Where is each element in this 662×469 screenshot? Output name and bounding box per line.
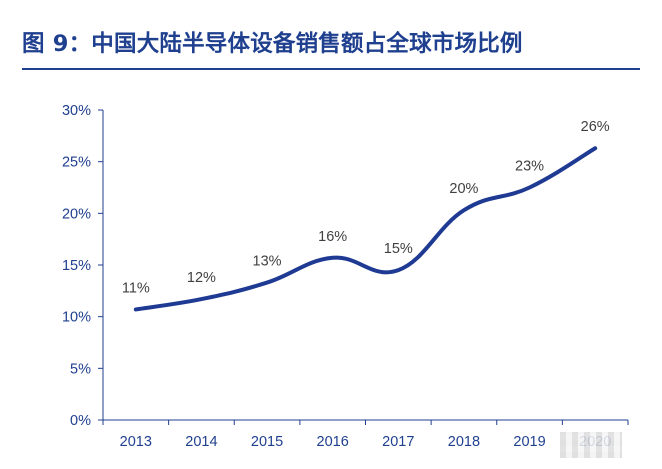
x-tick-label: 2014 bbox=[185, 434, 217, 450]
x-tick-label: 2013 bbox=[120, 434, 152, 450]
y-axis-labels: 0% 5% 10% 15% 20% 25% 30% bbox=[62, 103, 91, 429]
x-tick-label: 2018 bbox=[448, 434, 480, 450]
data-label: 15% bbox=[384, 241, 413, 257]
title-underline bbox=[22, 68, 640, 70]
x-tick-label: 2015 bbox=[251, 434, 283, 450]
watermark-blur bbox=[560, 432, 622, 458]
x-tick-label: 2019 bbox=[513, 434, 545, 450]
y-tick-label: 30% bbox=[62, 103, 91, 119]
x-axis-labels: 20132014201520162017201820192020 bbox=[120, 434, 612, 450]
y-tick-label: 10% bbox=[62, 310, 91, 326]
y-tick-label: 25% bbox=[62, 155, 91, 171]
y-tick-label: 20% bbox=[62, 206, 91, 222]
y-tick-label: 5% bbox=[70, 361, 91, 377]
data-label: 13% bbox=[253, 254, 282, 270]
data-label: 20% bbox=[449, 181, 478, 197]
data-label: 16% bbox=[318, 229, 347, 245]
y-tick-label: 15% bbox=[62, 258, 91, 274]
data-labels: 11% 12% 13% 16% 15% 20% 23% 26% bbox=[122, 119, 610, 296]
series-line bbox=[133, 146, 598, 312]
x-tick-label: 2017 bbox=[382, 434, 414, 450]
data-label: 26% bbox=[581, 119, 610, 135]
x-tick-label: 2016 bbox=[317, 434, 349, 450]
y-tick-label: 0% bbox=[70, 413, 91, 429]
data-label: 12% bbox=[187, 270, 216, 286]
data-label: 23% bbox=[515, 159, 544, 175]
data-label: 11% bbox=[122, 280, 150, 296]
figure-title: 图 9：中国大陆半导体设备销售额占全球市场比例 bbox=[22, 31, 523, 57]
chart-axes bbox=[98, 109, 629, 425]
